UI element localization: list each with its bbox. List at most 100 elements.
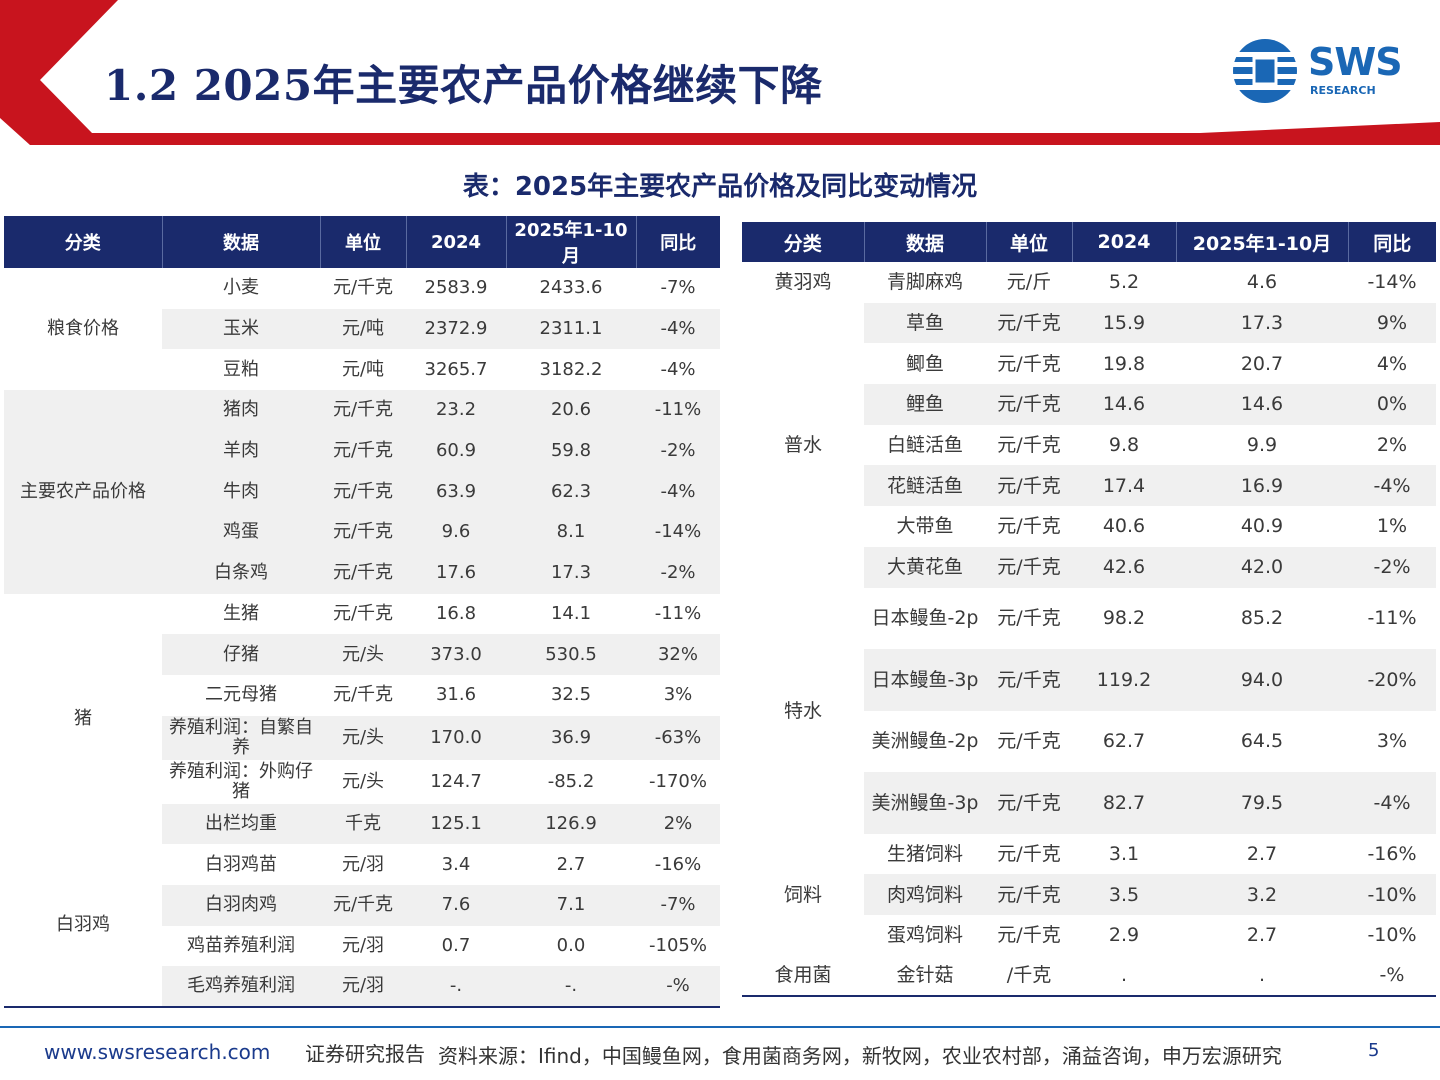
table-row: 日本鳗鱼-3p 元/千克 119.2 94.0 -20% — [742, 649, 1436, 711]
unit-cell: 元/千克 — [997, 515, 1061, 538]
value-2025-cell: 8.1 — [506, 512, 636, 553]
table-row: 养殖利润：外购仔猪 元/头 124.7 -85.2 -170% — [4, 760, 720, 804]
table-row: 猪生猪 元/千克 16.8 14.1 -11% — [4, 593, 720, 845]
value-2025-cell: 9.9 — [1246, 434, 1278, 457]
table-row: 玉米 元/吨 2372.9 2311.1 -4% — [4, 308, 720, 350]
value-2024-cell: 3.1 — [1108, 842, 1140, 865]
item-name-cell: 豆粕 — [223, 358, 259, 380]
yoy-change-cell: 9% — [1348, 302, 1436, 344]
value-2025-cell: 2311.1 — [506, 308, 636, 350]
item-name-cell: 日本鳗鱼-2p — [871, 607, 979, 630]
item-name-cell: 玉米 — [162, 308, 320, 350]
value-2024-cell: 16.8 — [435, 602, 477, 624]
yoy-change-cell: -% — [1379, 964, 1405, 987]
table-row: 普水 草鱼 元/千克 15.9 17.3 9% — [742, 302, 1436, 588]
value-2025-cell: 94.0 — [1176, 649, 1348, 711]
table-row: 毛鸡养殖利润 元/羽 -. -. -% — [4, 966, 720, 1007]
item-name-cell: 花鲢活鱼 — [864, 465, 986, 507]
table-row: 出栏均重 千克 125.1 126.9 2% — [4, 803, 720, 845]
unit-cell: 元/千克 — [986, 384, 1072, 425]
logo-subtext: RESEARCH — [1310, 84, 1376, 97]
value-2024-cell: 40.6 — [1102, 515, 1146, 538]
page-title: 1.2 2025年主要农产品价格继续下降 — [104, 61, 823, 110]
value-2025-cell: 2433.6 — [539, 277, 603, 299]
yoy-change-cell: 3% — [1376, 730, 1408, 753]
value-2024-cell: 3265.7 — [424, 358, 488, 380]
item-name-cell: 金针菇 — [896, 964, 954, 987]
item-name-cell: 牛肉 — [162, 471, 320, 513]
table-row: 花鲢活鱼 元/千克 17.4 16.9 -4% — [742, 465, 1436, 507]
unit-cell: 元/千克 — [320, 552, 406, 594]
unit-cell: 千克 — [320, 803, 406, 845]
category-cell: 白羽鸡 — [4, 844, 162, 1007]
item-name-cell: 出栏均重 — [162, 803, 320, 845]
value-2024-cell: 17.6 — [406, 552, 506, 594]
value-2025-cell: 16.9 — [1176, 465, 1348, 507]
item-name-cell: 猪肉 — [162, 390, 320, 431]
value-2024-cell: 63.9 — [406, 471, 506, 513]
item-name-cell: 日本鳗鱼-3p — [864, 649, 986, 711]
item-name-cell: 蛋鸡饲料 — [886, 924, 963, 947]
sws-logo: SWS RESEARCH — [1230, 36, 1410, 106]
value-2025-cell: 40.9 — [1240, 515, 1284, 538]
unit-cell: 元/千克 — [997, 924, 1061, 947]
value-2024-cell: 125.1 — [406, 803, 506, 845]
yoy-change-cell: -11% — [636, 390, 720, 431]
yoy-change-cell: -11% — [654, 602, 702, 624]
item-name-cell: 毛鸡养殖利润 — [162, 966, 320, 1007]
yoy-change-cell: -4% — [660, 358, 696, 380]
footer-website-link[interactable]: www.swsresearch.com — [44, 1040, 271, 1064]
unit-cell: 元/千克 — [997, 730, 1061, 753]
table-row: 食用菌 金针菇/千克.. -% — [742, 955, 1436, 997]
value-2025-cell: 3182.2 — [539, 358, 603, 380]
column-header: 2024 — [405, 216, 506, 268]
unit-cell: 元/吨 — [341, 358, 385, 380]
column-header: 同比 — [1347, 222, 1436, 262]
header-red-bar — [1200, 122, 1440, 145]
value-2025-cell: 20.6 — [506, 390, 636, 431]
value-2025-cell: 62.3 — [506, 471, 636, 513]
table-row: 仔猪 元/头 373.0 530.5 32% — [4, 634, 720, 675]
unit-cell: /千克 — [1006, 964, 1052, 987]
value-2024-cell: 14.6 — [1072, 384, 1176, 425]
value-2024-cell: 2583.9 — [424, 277, 488, 299]
table-row: 鸡苗养殖利润 元/羽 0.7 0.0 -105% — [4, 926, 720, 967]
unit-cell: 元/头 — [320, 715, 406, 760]
unit-cell: 元/千克 — [332, 602, 394, 624]
unit-cell: 元/千克 — [986, 302, 1072, 344]
value-2025-cell: 7.1 — [506, 884, 636, 926]
value-2024-cell: 124.7 — [430, 770, 482, 792]
item-name-cell: 鲫鱼 — [905, 352, 944, 375]
table-row: 主要农产品价格 猪肉 元/千克 23.2 20.6 -11% — [4, 390, 720, 594]
value-2025-cell: -. — [506, 966, 636, 1007]
table-row: 牛肉 元/千克 63.9 62.3 -4% — [4, 471, 720, 513]
value-2025-cell: . — [1258, 964, 1266, 987]
yoy-change-cell: -4% — [636, 308, 720, 350]
yoy-change-cell: -10% — [1348, 874, 1436, 915]
value-2025-cell: 32.5 — [550, 684, 592, 706]
table-row: 白羽鸡 白羽鸡苗 元/羽 3.4 2.7 -16% — [4, 844, 720, 1007]
yoy-change-cell: -2% — [1348, 546, 1436, 588]
value-2025-cell: 530.5 — [506, 634, 636, 675]
unit-cell: 元/千克 — [320, 471, 406, 513]
item-name-cell: 养殖利润：自繁自养 — [162, 715, 320, 760]
value-2024-cell: 119.2 — [1072, 649, 1176, 711]
unit-cell: 元/羽 — [320, 966, 406, 1007]
item-name-cell: 生猪 — [223, 602, 259, 624]
unit-cell: 元/头 — [320, 634, 406, 675]
category-cell: 食用菌 — [742, 955, 864, 997]
item-name-cell: 养殖利润：外购仔猪 — [169, 760, 313, 802]
value-2025-cell: 2.7 — [556, 853, 586, 875]
column-header: 数据 — [863, 222, 986, 262]
unit-cell: 元/千克 — [997, 352, 1061, 375]
unit-cell: 元/千克 — [986, 546, 1072, 588]
table-row: 特水 日本鳗鱼-2p 元/千克 98.2 85.2 -11% — [742, 587, 1436, 834]
yoy-change-cell: -105% — [649, 934, 707, 956]
table-row: 养殖利润：自繁自养 元/头 170.0 36.9 -63% — [4, 715, 720, 760]
unit-cell: 元/千克 — [986, 465, 1072, 507]
item-name-cell: 二元母猪 — [205, 684, 277, 706]
table-row: 黄羽鸡 青脚麻鸡 元/斤 5.2 4.6 -14% — [742, 262, 1436, 303]
yoy-change-cell: -7% — [636, 884, 720, 926]
category-cell: 猪 — [4, 593, 162, 845]
yoy-change-cell: -2% — [636, 430, 720, 472]
